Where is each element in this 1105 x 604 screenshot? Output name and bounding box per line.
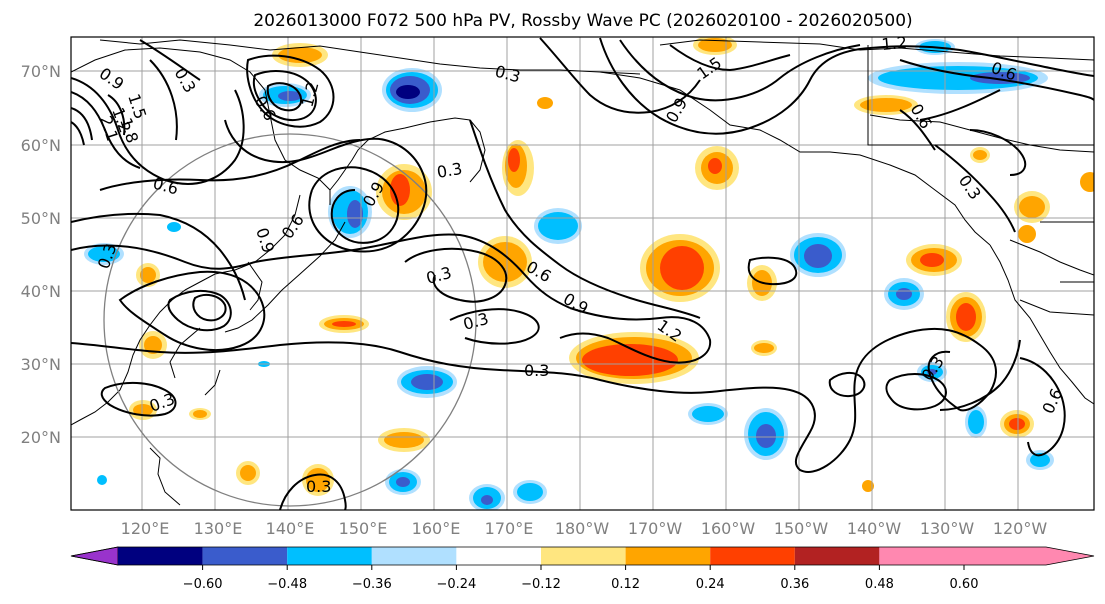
positive-anomalies <box>129 37 1094 496</box>
anomaly-blob <box>1018 225 1036 243</box>
lon-label: 140°W <box>847 519 902 538</box>
anomaly-blob <box>478 236 532 288</box>
anomaly-blob <box>376 164 432 220</box>
anomaly-blob <box>136 263 160 287</box>
anomaly-blob <box>469 484 505 510</box>
anomaly-blob <box>868 62 1048 94</box>
anomaly-blob <box>751 340 777 356</box>
contour-label: 0.3 <box>524 361 549 380</box>
anomaly-blob <box>382 68 442 112</box>
map-area: 0.9 1.2 1.5 1.8 2.1 0.3 0.6 0.6 0.9 0.3 … <box>71 33 1094 510</box>
colorbar-extend-low <box>70 546 119 566</box>
anomaly-blob <box>1080 172 1094 192</box>
reference-circle <box>103 133 477 507</box>
colorbar-tick-label: 0.60 <box>950 577 979 592</box>
anomaly-blob <box>744 408 788 460</box>
lat-label: 50°N <box>21 209 61 228</box>
map-frame <box>70 36 1095 511</box>
contour-label: 0.3 <box>306 477 331 496</box>
anomaly-blob <box>97 475 107 485</box>
anomaly-blob <box>884 278 924 310</box>
colorbar-bin <box>202 547 288 565</box>
lat-label: 30°N <box>21 355 61 374</box>
anomaly-blob <box>693 37 737 55</box>
colorbar-bin <box>541 547 626 565</box>
colorbar-tick-label: 0.48 <box>865 577 894 592</box>
colorbar-tick-label: 0.36 <box>780 577 809 592</box>
colorbar-bin <box>287 547 372 565</box>
colorbar-bin <box>710 547 795 565</box>
colorbar-bin <box>456 547 541 565</box>
lon-label: 150°W <box>774 519 829 538</box>
colorbar-bin <box>794 547 880 565</box>
anomaly-blob <box>537 97 553 109</box>
lat-label: 40°N <box>21 282 61 301</box>
colorbar-tick-label: 0.24 <box>696 577 725 592</box>
colorbar-tick-label: −0.60 <box>183 577 223 592</box>
lat-label: 20°N <box>21 428 61 447</box>
figure-title: 2026013000 F072 500 hPa PV, Rossby Wave … <box>253 11 912 31</box>
latitude-labels: 70°N 60°N 50°N 40°N 30°N 20°N <box>21 62 61 447</box>
anomaly-blob <box>640 234 720 302</box>
lon-label: 120°E <box>121 519 170 538</box>
anomaly-blob <box>862 480 874 492</box>
anomaly-blob <box>970 147 990 163</box>
anomaly-blob <box>695 146 739 190</box>
anomaly-blob <box>790 233 846 277</box>
colorbar-tick-label: −0.24 <box>436 577 476 592</box>
anomaly-blob <box>236 461 260 485</box>
colorbar-tick-label: 0.12 <box>611 577 640 592</box>
pv-contours <box>71 37 1094 510</box>
anomaly-blob <box>513 480 547 504</box>
lon-label: 160°W <box>701 519 756 538</box>
lon-label: 170°E <box>485 519 534 538</box>
lat-label: 70°N <box>21 62 61 81</box>
anomaly-blob <box>302 464 334 496</box>
longitude-labels: 120°E 130°E 140°E 150°E 160°E 170°E 180°… <box>121 519 1048 538</box>
colorbar-tick-label: −0.12 <box>521 577 561 592</box>
lat-label: 60°N <box>21 136 61 155</box>
anomaly-blob <box>854 95 918 115</box>
lon-label: 170°W <box>628 519 683 538</box>
anomaly-blob <box>1026 450 1054 470</box>
colorbar-bin <box>371 547 457 565</box>
contour-label: 1.2 <box>881 33 908 54</box>
anomaly-blob <box>965 406 987 438</box>
anomaly-blob <box>906 244 962 276</box>
anomaly-blob <box>569 332 699 384</box>
anomaly-blob <box>502 140 534 196</box>
anomaly-blob <box>319 315 369 333</box>
anomaly-blob <box>688 403 728 425</box>
anomaly-blob <box>385 469 421 495</box>
colorbar-tick-label: −0.48 <box>267 577 307 592</box>
lon-label: 140°E <box>266 519 315 538</box>
negative-anomalies <box>84 39 1054 510</box>
lon-label: 130°W <box>920 519 975 538</box>
anomaly-blob <box>189 408 211 420</box>
colorbar-ticks <box>202 565 965 570</box>
lon-label: 120°W <box>993 519 1048 538</box>
lon-label: 150°E <box>339 519 388 538</box>
lon-label: 130°E <box>194 519 243 538</box>
anomaly-blob <box>534 208 582 244</box>
colorbar-tick-label: −0.36 <box>352 577 392 592</box>
anomaly-blob <box>397 366 457 398</box>
lon-label: 160°E <box>412 519 461 538</box>
colorbar: −0.60 −0.48 −0.36 −0.24 −0.12 0.12 0.24 … <box>70 546 1095 592</box>
anomaly-blob <box>1014 191 1050 223</box>
lon-label: 180°W <box>555 519 610 538</box>
anomaly-blob <box>1000 410 1034 438</box>
anomaly-blob <box>946 292 986 342</box>
colorbar-bin <box>118 547 203 565</box>
contour-label: 0.3 <box>435 159 463 182</box>
anomaly-blob <box>378 428 430 452</box>
anomaly-blob <box>167 222 181 232</box>
colorbar-outline <box>70 546 1095 566</box>
colorbar-bin <box>879 547 964 565</box>
colorbar-bin <box>625 547 711 565</box>
